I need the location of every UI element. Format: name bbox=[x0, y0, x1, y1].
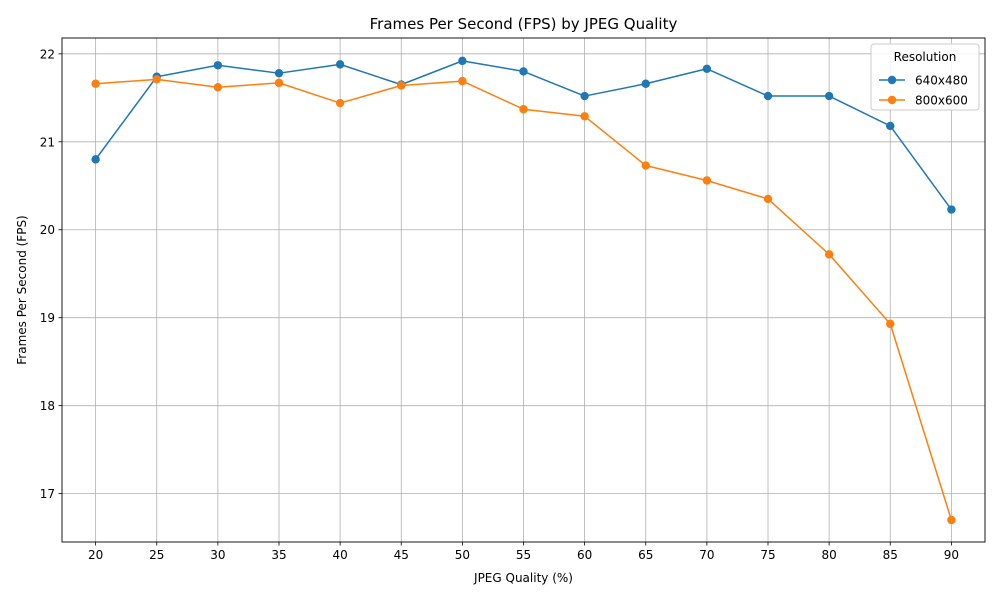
data-point bbox=[458, 76, 467, 86]
data-point bbox=[947, 515, 956, 525]
data-point bbox=[886, 319, 895, 329]
legend-entry-800x600: 800x600 bbox=[879, 94, 968, 108]
data-point bbox=[91, 155, 100, 164]
x-tick-label: 80 bbox=[821, 548, 836, 562]
y-axis-label: Frames Per Second (FPS) bbox=[15, 215, 29, 365]
data-point bbox=[458, 56, 467, 66]
data-point bbox=[824, 91, 834, 101]
legend-label: 640x480 bbox=[915, 74, 968, 88]
data-point bbox=[91, 79, 100, 88]
x-tick-label: 70 bbox=[699, 548, 714, 562]
data-point bbox=[335, 60, 345, 69]
data-point bbox=[947, 205, 956, 214]
legend-swatch-marker bbox=[887, 75, 897, 85]
data-point bbox=[213, 83, 223, 92]
data-point bbox=[641, 161, 650, 170]
series-lines bbox=[91, 56, 956, 525]
data-point bbox=[519, 67, 528, 76]
data-point bbox=[886, 121, 895, 131]
y-tick-label: 20 bbox=[40, 223, 55, 237]
legend-box bbox=[870, 43, 980, 111]
x-tick-label: 85 bbox=[883, 548, 898, 562]
data-point bbox=[580, 112, 589, 121]
series-640x480 bbox=[91, 56, 956, 214]
legend: Resolution 640x480 800x600 bbox=[870, 43, 980, 111]
data-point bbox=[335, 98, 345, 108]
x-axis-label: JPEG Quality (%) bbox=[473, 571, 573, 585]
data-point bbox=[702, 176, 712, 185]
legend-title: Resolution bbox=[894, 50, 957, 64]
series-800x600 bbox=[91, 75, 956, 525]
data-point bbox=[702, 64, 712, 73]
data-point bbox=[824, 250, 834, 259]
data-point bbox=[763, 194, 773, 204]
x-tick-label: 45 bbox=[394, 548, 409, 562]
data-point bbox=[580, 91, 589, 101]
x-tick-label: 20 bbox=[88, 548, 103, 562]
data-point bbox=[274, 68, 284, 78]
legend-label: 800x600 bbox=[915, 94, 968, 108]
x-tick-label: 90 bbox=[944, 548, 959, 562]
legend-entries: 640x480 800x600 bbox=[879, 74, 968, 108]
y-tick-label: 21 bbox=[40, 135, 55, 149]
y-tick-label: 17 bbox=[40, 487, 55, 501]
x-tick-label: 60 bbox=[577, 548, 592, 562]
data-point bbox=[213, 61, 223, 70]
data-point bbox=[641, 79, 650, 88]
x-tick-label: 50 bbox=[455, 548, 470, 562]
y-tick-label: 22 bbox=[40, 47, 55, 61]
data-point bbox=[152, 75, 161, 84]
data-point bbox=[519, 105, 528, 114]
x-tick-label: 75 bbox=[760, 548, 775, 562]
x-tick-label: 55 bbox=[516, 548, 531, 562]
x-tick-label: 30 bbox=[210, 548, 225, 562]
x-tick-label: 25 bbox=[149, 548, 164, 562]
chart-title: Frames Per Second (FPS) by JPEG Quality bbox=[370, 15, 678, 33]
x-tick-label: 35 bbox=[271, 548, 286, 562]
data-point bbox=[274, 78, 284, 88]
x-tick-label: 40 bbox=[332, 548, 347, 562]
grid-lines bbox=[62, 38, 985, 542]
legend-swatch-marker bbox=[887, 95, 897, 105]
x-tick-label: 65 bbox=[638, 548, 653, 562]
y-tick-label: 19 bbox=[40, 311, 55, 325]
legend-entry-640x480: 640x480 bbox=[879, 74, 968, 88]
data-point bbox=[397, 81, 406, 90]
data-point bbox=[763, 91, 773, 101]
axis-ticks: 20 25 30 35 40 45 50 55 60 65 70 75 80 85 90 17 18 19 20 21… bbox=[40, 47, 959, 562]
y-tick-label: 18 bbox=[40, 399, 55, 413]
